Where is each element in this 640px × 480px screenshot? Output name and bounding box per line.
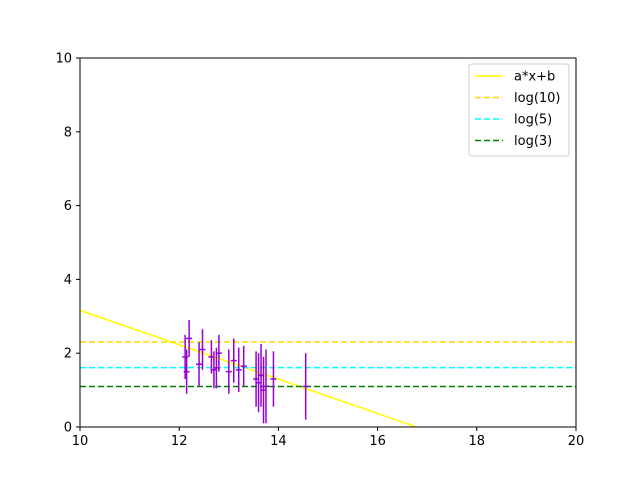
y-tick-label-4: 8 bbox=[64, 125, 72, 140]
legend-label-0: a*x+b bbox=[514, 70, 555, 85]
y-tick-label-1: 2 bbox=[64, 347, 72, 362]
series-line-0 bbox=[80, 309, 419, 427]
x-tick-label-2: 14 bbox=[270, 434, 287, 449]
legend-box bbox=[468, 63, 570, 157]
data-point-11 bbox=[235, 347, 242, 392]
y-tick-label-0: 0 bbox=[64, 421, 72, 436]
y-tick-label-2: 4 bbox=[64, 273, 72, 288]
legend-label-2: log(5) bbox=[514, 113, 552, 128]
data-point-19 bbox=[302, 353, 309, 420]
legend: a*x+b log(10) log(5) log(3) bbox=[468, 63, 570, 157]
x-tick-label-0: 10 bbox=[72, 434, 89, 449]
legend-label-1: log(10) bbox=[514, 91, 561, 106]
y-tick-label-3: 6 bbox=[64, 199, 72, 214]
y-tick-label-5: 10 bbox=[55, 52, 72, 67]
x-tick-label-5: 20 bbox=[568, 434, 585, 449]
x-tick-label-3: 16 bbox=[369, 434, 386, 449]
x-tick-label-4: 18 bbox=[469, 434, 486, 449]
data-point-9 bbox=[225, 349, 232, 394]
x-tick-label-1: 12 bbox=[171, 434, 188, 449]
data-point-17 bbox=[263, 349, 269, 424]
axes-frame bbox=[79, 57, 577, 428]
plot-area bbox=[80, 309, 576, 427]
data-point-4 bbox=[199, 329, 206, 370]
data-point-10 bbox=[230, 338, 237, 383]
data-point-18 bbox=[270, 351, 277, 407]
data-point-1 bbox=[183, 349, 190, 394]
data-point-8 bbox=[215, 334, 222, 372]
data-point-12 bbox=[240, 345, 247, 387]
data-point-2 bbox=[186, 319, 193, 357]
data-point-3 bbox=[196, 342, 203, 387]
legend-label-3: log(3) bbox=[514, 134, 552, 149]
axis-ticks: 10 12 14 16 18 20 0 2 4 6 8 10 bbox=[55, 52, 584, 450]
